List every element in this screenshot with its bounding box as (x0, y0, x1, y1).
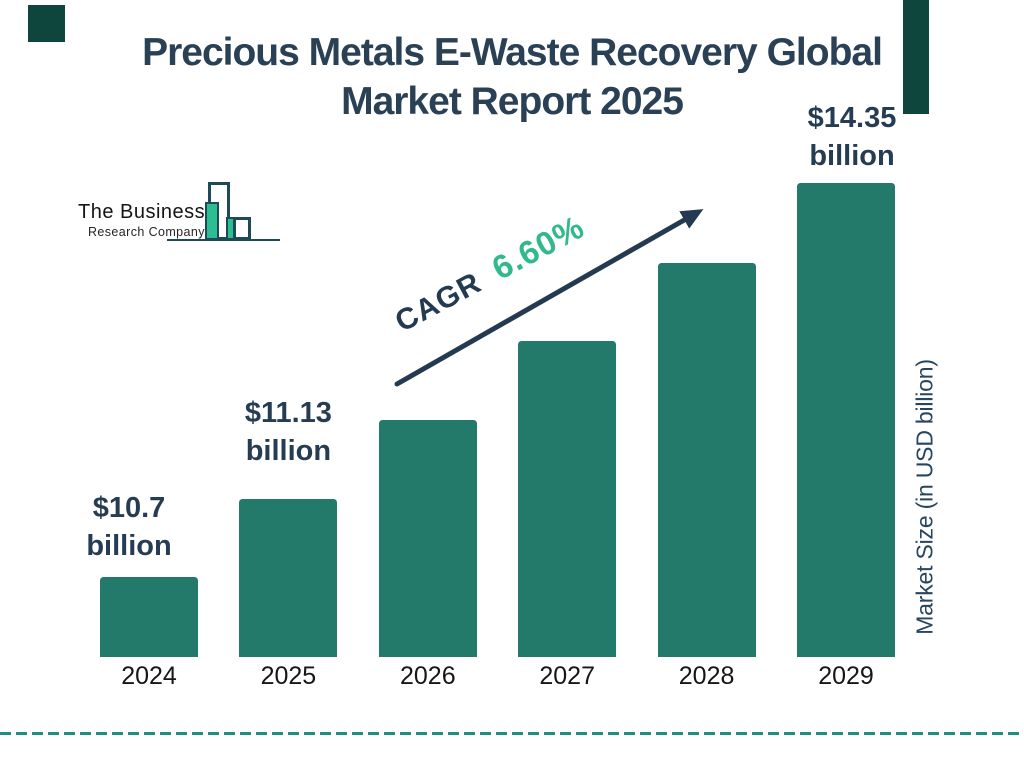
y-axis-label: Market Size (in USD billion) (911, 359, 938, 635)
bar-2024 (100, 577, 198, 657)
value-label-unit: billion (86, 530, 172, 562)
bottom-dashed-line (0, 732, 1024, 735)
x-axis-label-2027: 2027 (539, 662, 595, 690)
bar-2025 (239, 499, 338, 657)
x-axis-label-2024: 2024 (121, 662, 177, 690)
logo-green-bar (205, 202, 219, 240)
title-line-1: Precious Metals E-Waste Recovery Global (142, 31, 883, 74)
logo-name-line2: Research Company (88, 225, 205, 239)
value-label-2024: $10.7 billion (34, 489, 224, 565)
brand-edge-bar (903, 0, 929, 114)
bar-2029 (797, 183, 895, 657)
value-label-2025: $11.13 billion (193, 394, 383, 470)
bar-2027 (518, 341, 617, 657)
title-line-2: Market Report 2025 (341, 80, 684, 123)
x-axis-label-2026: 2026 (399, 662, 456, 690)
bar-2028 (657, 263, 756, 657)
value-label-unit: billion (809, 140, 895, 172)
value-label-amount: $11.13 (244, 397, 332, 429)
value-label-amount: $10.7 (92, 492, 166, 524)
bar-2026 (378, 420, 477, 657)
x-axis-label-2029: 2029 (818, 662, 874, 690)
value-label-unit: billion (245, 435, 332, 467)
page-title: Precious Metals E-Waste Recovery Global … (0, 28, 1024, 126)
x-axis-label-2025: 2025 (260, 662, 317, 690)
value-label-2029: $14.35 billion (757, 99, 947, 175)
logo-baseline (167, 239, 280, 241)
brand-corner-square (28, 5, 65, 42)
bar-chart-logo-icon (167, 180, 280, 242)
x-axis-label-2028: 2028 (678, 662, 735, 690)
logo-name-line1: The Business (78, 201, 206, 223)
logo-small-white-bar (233, 217, 251, 240)
value-label-amount: $14.35 (807, 102, 897, 134)
